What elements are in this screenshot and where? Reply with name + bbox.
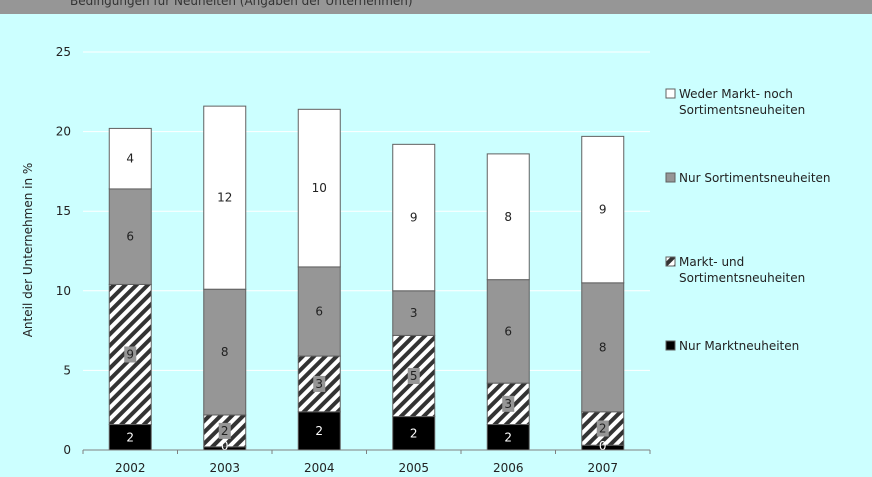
data-label: 0 [599, 439, 607, 453]
data-label: 6 [315, 304, 323, 318]
bar-segment [581, 282, 625, 413]
legend-label: Sortimentsneuheiten [679, 103, 805, 117]
x-tick-label: 2007 [587, 461, 618, 475]
data-label-bg [218, 422, 231, 439]
data-label: 2 [315, 424, 323, 438]
bar-segment [203, 288, 247, 416]
data-label: 2 [410, 426, 418, 440]
data-label: 5 [410, 369, 418, 383]
data-label: 9 [599, 203, 607, 217]
legend-swatch [665, 340, 676, 351]
data-label: 6 [126, 230, 134, 244]
data-label: 8 [221, 345, 229, 359]
legend-label: Sortimentsneuheiten [679, 271, 805, 285]
data-label: 2 [599, 422, 607, 436]
legend-label: Markt- und [679, 255, 744, 269]
data-label-bg [313, 375, 326, 392]
data-label: 10 [312, 181, 327, 195]
data-label: 3 [315, 377, 323, 391]
x-tick-label: 2005 [398, 461, 429, 475]
bar-segment [392, 143, 436, 292]
data-label: 9 [126, 347, 134, 361]
legend-swatch [665, 256, 676, 267]
x-tick-label: 2002 [115, 461, 146, 475]
data-label: 8 [504, 210, 512, 224]
data-label: 6 [504, 324, 512, 338]
legend: Weder Markt- noch Sortimentsneuheiten Nur … [665, 87, 831, 353]
data-label: 12 [217, 191, 232, 205]
data-label-bg [407, 367, 420, 384]
bar-segment [581, 135, 625, 284]
bar-segment [486, 153, 530, 281]
bar-segment [297, 266, 341, 357]
legend-swatch [665, 88, 676, 99]
bars [108, 105, 625, 451]
data-label-bg [596, 420, 609, 437]
gridlines [83, 51, 650, 371]
data-label: 9 [410, 211, 418, 225]
legend-label: Weder Markt- noch [679, 87, 793, 101]
data-label: 0 [221, 439, 229, 453]
data-label: 2 [504, 430, 512, 444]
y-tick-label: 0 [63, 443, 71, 457]
data-label: 2 [221, 424, 229, 438]
y-tick-label: 20 [56, 125, 71, 139]
y-axis-label: Anteil der Unternehmen in % [21, 163, 35, 338]
y-tick-label: 25 [56, 45, 71, 59]
bar-segment [297, 108, 341, 268]
y-tick-label: 15 [56, 204, 71, 218]
data-label-bg [124, 346, 137, 363]
legend-label: Nur Sortimentsneuheiten [679, 171, 831, 185]
data-label: 3 [410, 306, 418, 320]
data-label: 2 [126, 430, 134, 444]
x-tick-label: 2006 [493, 461, 524, 475]
bar-segment [108, 127, 152, 190]
data-label-bg [502, 395, 515, 412]
bar-segment [486, 279, 530, 384]
chart-header-band: Bedingungen für Neuheiten (Angaben der U… [0, 0, 872, 14]
y-tick-label: 5 [63, 363, 71, 377]
bar-segment [486, 424, 530, 451]
bar-segment [392, 290, 436, 336]
x-tick-label: 2004 [304, 461, 335, 475]
legend-swatch [665, 172, 676, 183]
y-tick-label: 10 [56, 284, 71, 298]
bar-segment [203, 105, 247, 290]
bar-segment [108, 188, 152, 285]
chart-header-title: Bedingungen für Neuheiten (Angaben der U… [70, 0, 413, 8]
data-label: 3 [504, 397, 512, 411]
data-label: 8 [599, 340, 607, 354]
legend-label: Nur Marktneuheiten [679, 339, 799, 353]
x-tick-label: 2003 [209, 461, 240, 475]
data-label: 4 [126, 152, 134, 166]
